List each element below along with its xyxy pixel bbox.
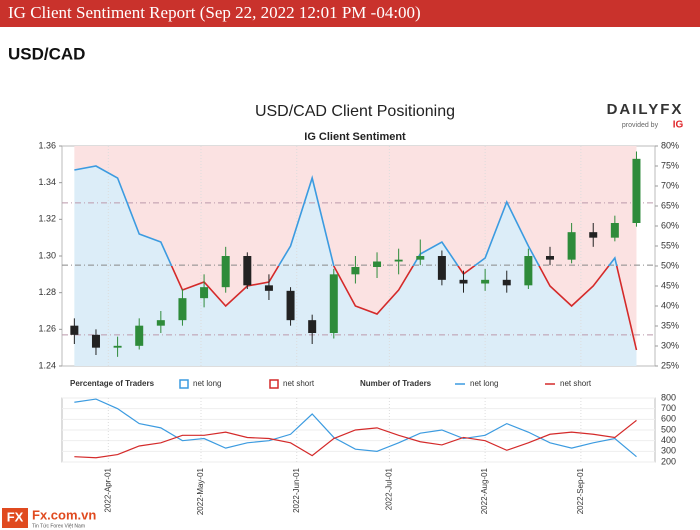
y2-tick-label: 40% bbox=[661, 300, 679, 310]
candle-body bbox=[286, 290, 295, 321]
x-tick-label: 2022-Aug-01 bbox=[480, 467, 489, 514]
net-long-line bbox=[74, 165, 618, 266]
net-long-line-minority bbox=[170, 266, 638, 351]
y-tick-label: 1.26 bbox=[38, 324, 56, 334]
y2-tick-label: 600 bbox=[661, 414, 676, 424]
candle-body bbox=[70, 325, 79, 335]
legend-swatch bbox=[269, 379, 279, 389]
y-tick-label: 1.36 bbox=[38, 140, 56, 150]
legend-title: Percentage of Traders bbox=[70, 379, 155, 388]
plot-area bbox=[62, 146, 655, 366]
y2-tick-label: 25% bbox=[661, 360, 679, 370]
y2-tick-label: 70% bbox=[661, 180, 679, 190]
trader-count-line bbox=[74, 419, 637, 459]
candle-body bbox=[589, 232, 598, 238]
trader-count-line bbox=[74, 398, 637, 458]
net-short-area bbox=[74, 146, 637, 350]
candle-body bbox=[567, 232, 576, 260]
logo-tagline: provided by bbox=[622, 122, 659, 129]
y2-tick-label: 300 bbox=[661, 446, 676, 456]
candle-body bbox=[329, 274, 338, 333]
logo: DAILYFX bbox=[607, 101, 684, 118]
net-long-area bbox=[74, 166, 637, 366]
y2-tick-label: 30% bbox=[661, 340, 679, 350]
y2-tick-label: 45% bbox=[661, 280, 679, 290]
candle-body bbox=[481, 279, 490, 284]
chart-title: USD/CAD Client Positioning bbox=[255, 103, 455, 120]
x-tick-label: 2022-Apr-01 bbox=[103, 467, 112, 512]
candle-body bbox=[351, 267, 360, 275]
legend-label: net short bbox=[283, 379, 315, 388]
y-tick-label: 1.30 bbox=[38, 250, 56, 260]
candle-body bbox=[178, 298, 187, 321]
candle-body bbox=[610, 223, 619, 238]
y-tick-label: 1.34 bbox=[38, 177, 56, 187]
y2-tick-label: 35% bbox=[661, 320, 679, 330]
legend-swatch bbox=[179, 379, 189, 389]
y-tick-label: 1.24 bbox=[38, 360, 56, 370]
y-tick-label: 1.32 bbox=[38, 214, 56, 224]
y-tick-label: 1.28 bbox=[38, 287, 56, 297]
legend-label: net short bbox=[560, 379, 592, 388]
candle-body bbox=[524, 256, 533, 286]
y2-tick-label: 65% bbox=[661, 200, 679, 210]
x-tick-label: 2022-Jul-01 bbox=[384, 467, 393, 510]
candle-body bbox=[243, 256, 252, 286]
watermark-tagline: Tin Tức Forex Việt Nam bbox=[32, 523, 85, 529]
candle-body bbox=[459, 279, 468, 284]
candle-body bbox=[221, 256, 230, 288]
candle-body bbox=[156, 320, 165, 326]
y2-tick-label: 200 bbox=[661, 456, 676, 466]
legend-label: net long bbox=[470, 379, 498, 388]
candle-body bbox=[91, 334, 100, 348]
legend-label: net long bbox=[193, 379, 221, 388]
y2-tick-label: 75% bbox=[661, 160, 679, 170]
y2-tick-label: 60% bbox=[661, 220, 679, 230]
y2-tick-label: 700 bbox=[661, 403, 676, 413]
y2-tick-label: 80% bbox=[661, 140, 679, 150]
candle-body bbox=[373, 261, 382, 267]
x-tick-label: 2022-May-01 bbox=[196, 467, 205, 515]
y2-tick-label: 500 bbox=[661, 424, 676, 434]
candle-body bbox=[135, 325, 144, 346]
header-bar bbox=[0, 0, 700, 27]
chart-subtitle: IG Client Sentiment bbox=[304, 131, 406, 143]
candle-body bbox=[264, 285, 273, 291]
logo-brand: IG bbox=[673, 120, 684, 131]
candle-body bbox=[394, 259, 403, 262]
watermark-box bbox=[2, 508, 28, 528]
candle-body bbox=[502, 279, 511, 286]
candle-body bbox=[545, 256, 554, 260]
candle-body bbox=[632, 158, 641, 223]
x-tick-label: 2022-Jun-01 bbox=[292, 467, 301, 512]
pair: USD/CAD bbox=[8, 44, 85, 63]
candle-body bbox=[437, 256, 446, 280]
y2-tick-label: 55% bbox=[661, 240, 679, 250]
candle-body bbox=[200, 287, 209, 299]
watermark-mark: FX bbox=[7, 509, 24, 524]
legend-title: Number of Traders bbox=[360, 379, 432, 388]
watermark-name: Fx.com.vn bbox=[32, 507, 96, 522]
candle-body bbox=[416, 256, 425, 260]
y2-tick-label: 50% bbox=[661, 260, 679, 270]
y2-tick-label: 400 bbox=[661, 435, 676, 445]
x-tick-label: 2022-Sep-01 bbox=[576, 467, 585, 514]
candle-body bbox=[113, 345, 122, 348]
candle-body bbox=[308, 320, 317, 333]
header-title: IG Client Sentiment Report (Sep 22, 2022… bbox=[8, 3, 421, 22]
y2-tick-label: 800 bbox=[661, 392, 676, 402]
